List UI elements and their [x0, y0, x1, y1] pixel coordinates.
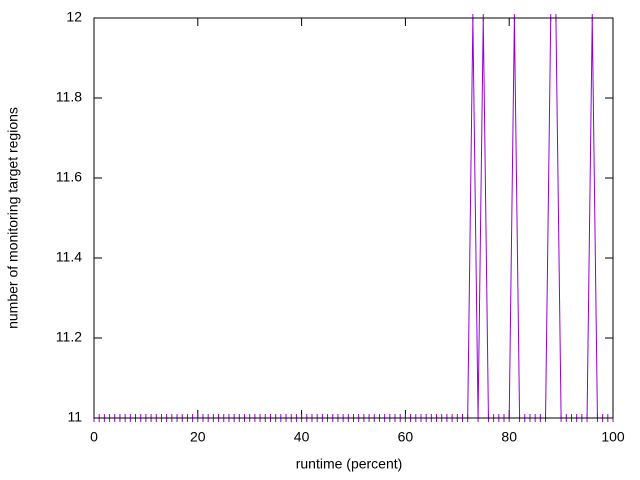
- y-tick-label: 12: [66, 9, 82, 25]
- y-axis-label: number of monitoring target regions: [5, 107, 21, 329]
- y-tick-label: 11: [67, 409, 82, 425]
- y-tick-label: 11.4: [56, 249, 82, 265]
- x-tick-label: 20: [190, 429, 206, 445]
- y-tick-label: 11.8: [56, 89, 82, 105]
- plot-border: [93, 17, 614, 419]
- x-tick-label: 40: [294, 429, 310, 445]
- y-tick-label: 11.6: [56, 169, 82, 185]
- x-tick-label: 100: [601, 429, 625, 445]
- x-axis-label: runtime (percent): [296, 456, 403, 472]
- y-tick-label: 11.2: [56, 329, 82, 345]
- series-line: [94, 17, 613, 419]
- x-tick-label: 80: [501, 429, 517, 445]
- x-tick-label: 0: [90, 429, 98, 445]
- x-tick-label: 60: [398, 429, 414, 445]
